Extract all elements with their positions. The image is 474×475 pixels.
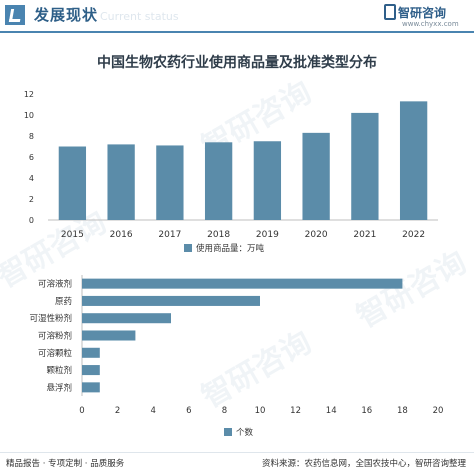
x-tick-label: 2017: [158, 230, 181, 240]
y-tick-label: 10: [24, 111, 34, 120]
category-label: 可湿性粉剂: [29, 313, 72, 324]
x-tick-label: 2022: [402, 230, 425, 240]
section-title: 发展现状: [34, 6, 99, 24]
bar: [253, 141, 282, 220]
category-label: 可溶液剂: [38, 279, 72, 290]
brand-name: 智研咨询: [398, 6, 447, 20]
x-tick-label: 0: [79, 406, 84, 416]
footer-source: 资料来源：农药信息网，全国农技中心，智研咨询整理: [261, 459, 466, 469]
bar: [107, 144, 135, 220]
bar: [82, 347, 100, 358]
y-tick-label: 12: [24, 90, 34, 99]
bar: [156, 145, 184, 220]
x-tick-label: 16: [361, 406, 372, 416]
x-tick-label: 2016: [110, 230, 133, 240]
x-tick-label: 14: [326, 406, 337, 416]
category-label: 可溶颗粒: [38, 348, 73, 359]
brand-logo-icon: [384, 4, 396, 20]
y-tick-label: 6: [29, 153, 34, 162]
header-divider: [0, 31, 474, 33]
category-label: 悬浮剂: [46, 382, 72, 393]
x-tick-label: 20: [433, 406, 444, 416]
x-tick-label: 2020: [305, 230, 328, 240]
y-tick-label: 2: [29, 195, 34, 204]
bar: [302, 132, 330, 220]
x-tick-label: 10: [255, 406, 266, 416]
x-tick-label: 2019: [256, 230, 279, 240]
bar-chart-usage: 0 2 4 6 8 10 12 2015 2016 2017 2018 2019 2020 2021 202…: [24, 90, 438, 254]
x-tick-label: 2015: [61, 230, 84, 240]
bar: [82, 330, 136, 341]
footer-divider: [0, 452, 474, 453]
x-tick-label: 4: [150, 406, 155, 416]
y-tick-label: 8: [29, 132, 34, 141]
chart-title: 中国生物农药行业使用商品量及批准类型分布: [97, 55, 377, 71]
bar: [82, 295, 260, 306]
x-tick-label: 12: [290, 406, 301, 416]
category-label: 可溶粉剂: [38, 331, 72, 342]
legend-label: 个数: [236, 427, 254, 438]
x-tick-label: 2018: [207, 230, 230, 240]
x-tick-label: 2: [115, 406, 120, 416]
y-tick-label: 0: [29, 216, 34, 225]
bar: [82, 313, 171, 324]
section-logo-icon: [5, 5, 25, 25]
legend-swatch: [224, 428, 232, 436]
brand-url: www.chyxx.com: [402, 20, 459, 28]
bar: [58, 146, 87, 220]
header: 发展现状 Current status 智研咨询 www.chyxx.com: [0, 0, 474, 30]
y-tick-label: 4: [29, 174, 34, 183]
category-label: 颗粒剂: [46, 365, 72, 376]
footer-slogan: 精品报告 · 专项定制 · 品质服务: [6, 459, 125, 469]
bar: [82, 365, 100, 376]
legend-swatch: [184, 244, 192, 252]
footer: 精品报告 · 专项定制 · 品质服务 资料来源：农药信息网，全国农技中心，智研咨…: [0, 452, 474, 475]
x-tick-label: 8: [222, 406, 227, 416]
x-tick-label: 18: [397, 406, 408, 416]
section-subtitle: Current status: [100, 10, 179, 23]
legend-label: 使用商品量：万吨: [196, 243, 265, 254]
x-tick-label: 2021: [353, 230, 376, 240]
category-label: 原药: [55, 296, 72, 307]
bar: [204, 142, 233, 220]
x-tick-label: 6: [186, 406, 191, 416]
bar: [351, 112, 379, 220]
bar: [82, 278, 403, 289]
bar: [399, 101, 428, 220]
bar: [82, 382, 100, 393]
